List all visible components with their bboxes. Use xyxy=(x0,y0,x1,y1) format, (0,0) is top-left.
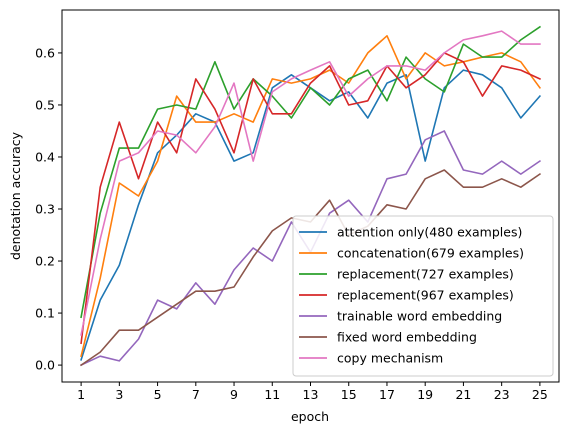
y-tick-label: 0.4 xyxy=(35,149,55,164)
x-tick-label: 13 xyxy=(303,387,319,402)
x-tick-label: 7 xyxy=(192,387,200,402)
x-tick-label: 19 xyxy=(417,387,433,402)
x-tick-label: 1 xyxy=(77,387,85,402)
series-line-3 xyxy=(80,25,542,319)
plot-frame xyxy=(61,9,560,383)
legend-label: trainable word embedding xyxy=(337,309,502,324)
y-tick-label: 0.2 xyxy=(35,254,55,269)
legend-label: attention only(480 examples) xyxy=(337,225,522,240)
x-tick-label: 23 xyxy=(494,387,510,402)
x-tick-label: 25 xyxy=(532,387,548,402)
x-tick-label: 3 xyxy=(115,387,123,402)
x-tick-label: 17 xyxy=(379,387,395,402)
x-tick-label: 11 xyxy=(264,387,280,402)
legend-label: fixed word embedding xyxy=(337,330,477,345)
legend-label: concatenation(679 examples) xyxy=(337,246,524,261)
legend-label: replacement(967 examples) xyxy=(337,288,514,303)
legend: attention only(480 examples) concatenatio… xyxy=(292,215,554,377)
series-line-4 xyxy=(80,52,541,345)
x-tick-label: 9 xyxy=(230,387,238,402)
x-axis-label: epoch xyxy=(291,409,329,424)
legend-label: copy mechanism xyxy=(337,351,443,366)
legend-box xyxy=(292,215,554,377)
y-axis-label: denotation accuracy xyxy=(8,131,23,260)
x-tick-label: 15 xyxy=(341,387,357,402)
axes: 1 3 5 7 9 11 13 15 17 19 21 23 250.00.10.20.30.40.50… xyxy=(35,45,548,402)
series-line-7 xyxy=(80,30,541,336)
legend-label: replacement(727 examples) xyxy=(337,267,514,282)
y-tick-label: 0.0 xyxy=(35,358,55,373)
y-tick-label: 0.3 xyxy=(35,202,55,217)
x-tick-label: 21 xyxy=(455,387,471,402)
x-tick-label: 5 xyxy=(154,387,162,402)
y-tick-label: 0.5 xyxy=(35,97,55,112)
y-tick-label: 0.1 xyxy=(35,306,55,321)
y-tick-label: 0.6 xyxy=(35,45,55,60)
